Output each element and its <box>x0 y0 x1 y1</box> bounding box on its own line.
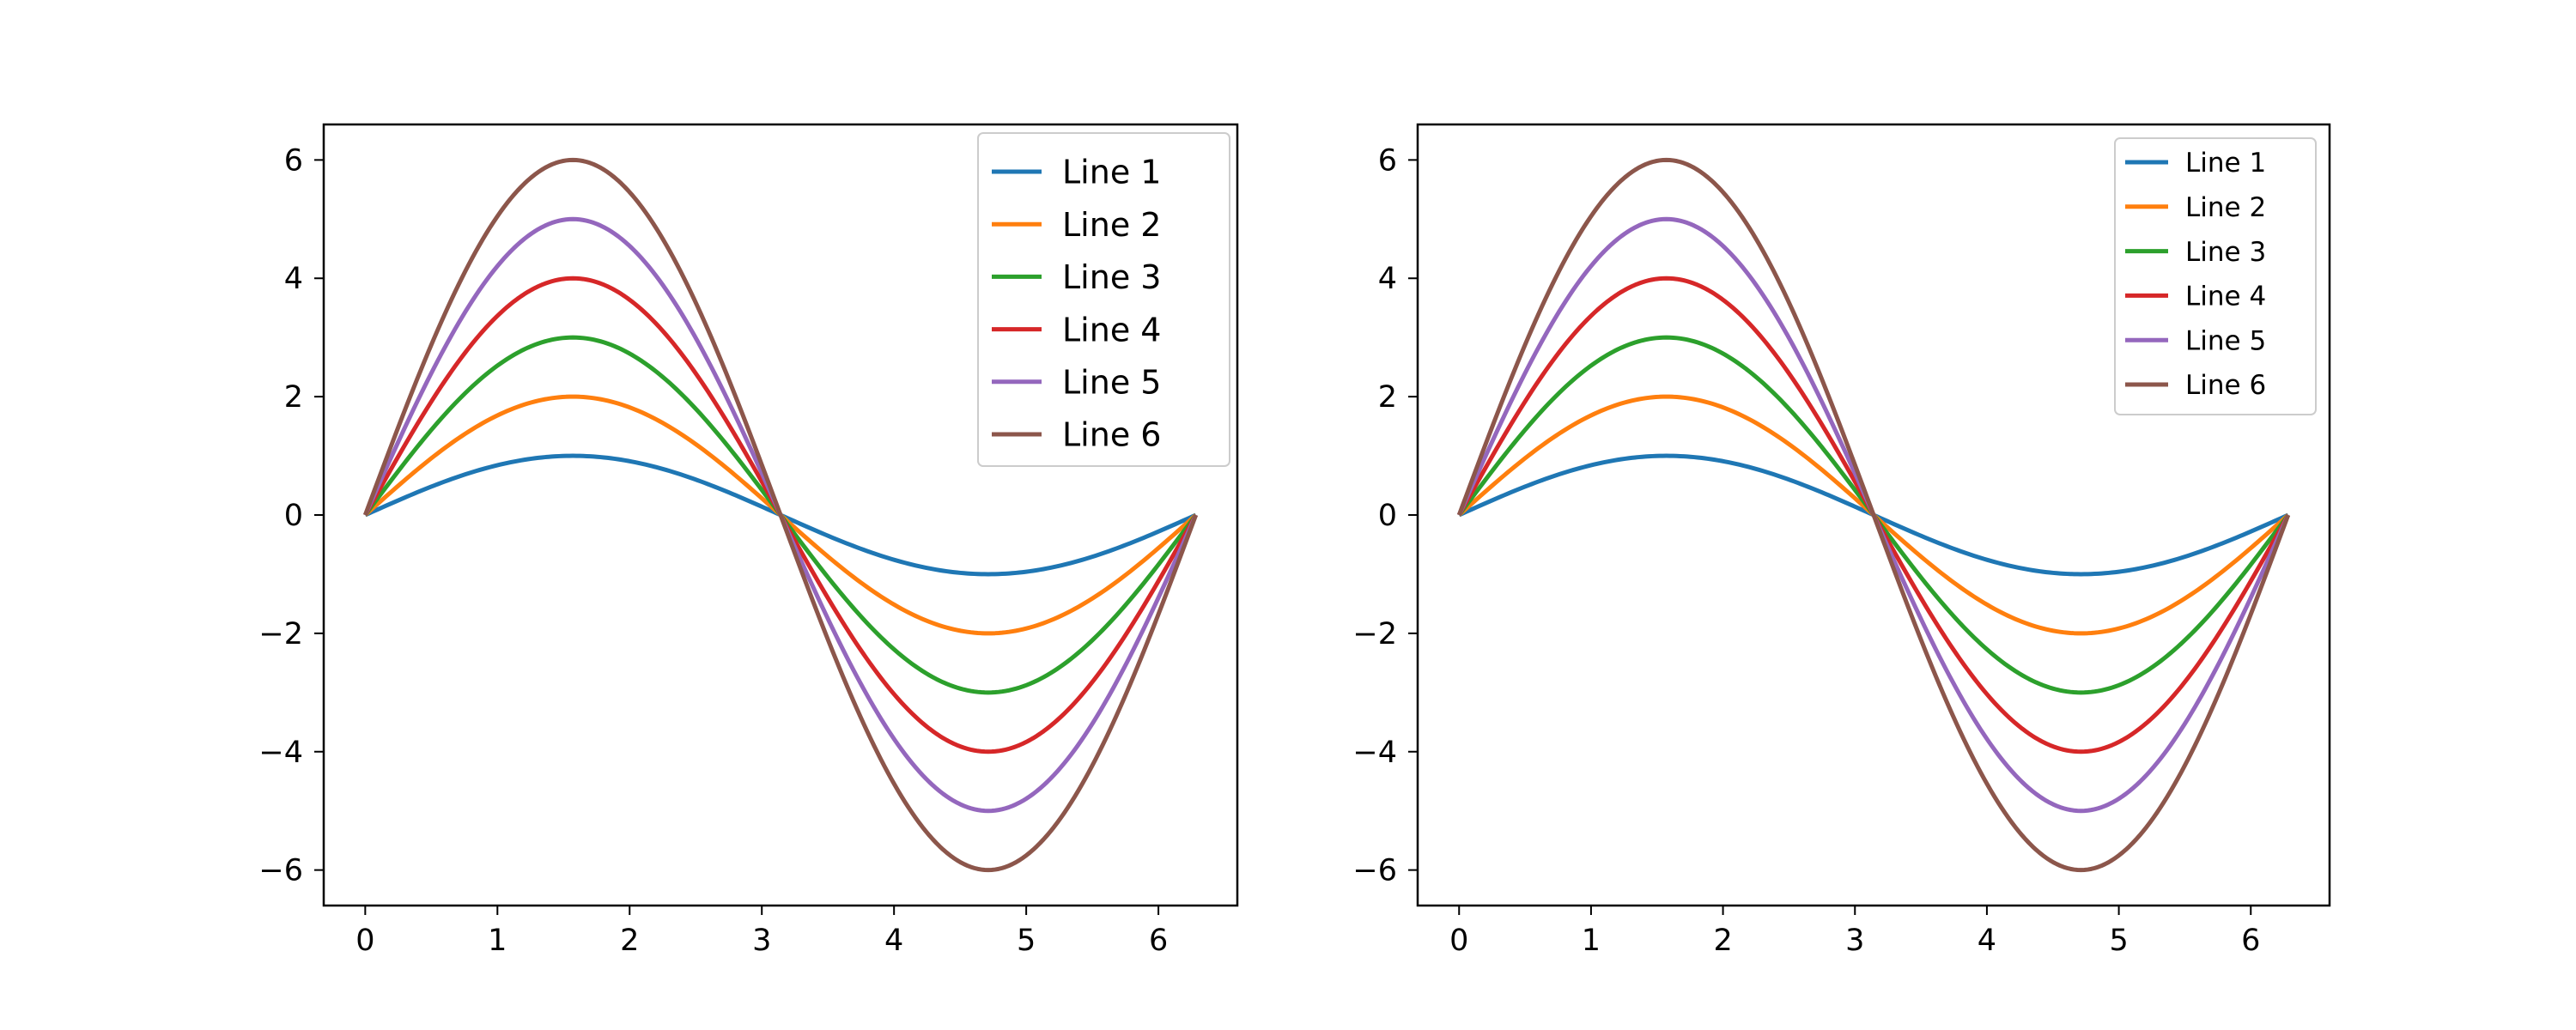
x-tick-label: 1 <box>1582 924 1601 958</box>
y-tick-label: −6 <box>1352 854 1397 888</box>
x-tick-label: 3 <box>1845 924 1864 958</box>
legend-label-6: Line 6 <box>1062 416 1161 454</box>
legend-label-2: Line 2 <box>2185 192 2266 223</box>
legend-label-5: Line 5 <box>1062 363 1161 401</box>
y-tick-label: −2 <box>258 617 303 651</box>
legend-label-4: Line 4 <box>1062 311 1161 348</box>
y-tick-label: −4 <box>1352 736 1397 770</box>
legend-label-1: Line 1 <box>1062 154 1161 191</box>
legend-label-4: Line 4 <box>2185 282 2266 312</box>
legend-label-5: Line 5 <box>2185 325 2266 356</box>
legend-label-2: Line 2 <box>1062 206 1161 244</box>
x-tick-label: 0 <box>1449 924 1468 958</box>
x-tick-label: 1 <box>488 924 507 958</box>
legend-label-6: Line 6 <box>2185 370 2266 401</box>
y-tick-label: 0 <box>1378 499 1397 533</box>
legend: Line 1 Line 2 Line 3 Line 4 Line 5 Line 6 <box>977 132 1230 467</box>
legend-label-3: Line 3 <box>2185 237 2266 268</box>
x-tick-label: 3 <box>752 924 771 958</box>
x-tick-label: 6 <box>2241 924 2260 958</box>
legend: Line 1 Line 2 Line 3 Line 4 Line 5 Line 6 <box>2114 137 2317 415</box>
y-tick-label: 6 <box>1378 143 1397 178</box>
x-tick-label: 0 <box>355 924 374 958</box>
x-tick-label: 4 <box>1978 924 1996 958</box>
y-tick-label: 2 <box>284 380 303 415</box>
y-tick-label: 4 <box>284 262 303 296</box>
x-tick-label: 2 <box>1713 924 1732 958</box>
x-tick-label: 2 <box>620 924 639 958</box>
x-tick-label: 5 <box>2109 924 2128 958</box>
y-tick-label: −2 <box>1352 617 1397 651</box>
series-line-6 <box>1456 157 2291 873</box>
y-tick-label: 4 <box>1378 262 1397 296</box>
y-tick-label: 0 <box>284 499 303 533</box>
x-tick-label: 4 <box>884 924 903 958</box>
y-tick-label: −6 <box>258 854 303 888</box>
legend-label-1: Line 1 <box>2185 148 2266 179</box>
y-tick-label: 2 <box>1378 380 1397 415</box>
y-tick-label: 6 <box>284 143 303 178</box>
series-line-6 <box>362 157 1199 873</box>
x-tick-label: 5 <box>1017 924 1036 958</box>
legend-label-3: Line 3 <box>1062 258 1161 296</box>
y-tick-label: −4 <box>258 736 303 770</box>
x-tick-label: 6 <box>1149 924 1168 958</box>
